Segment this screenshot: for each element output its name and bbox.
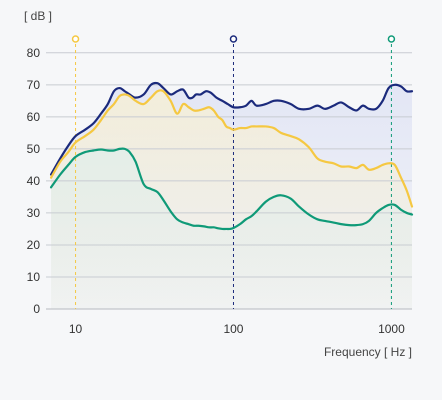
marker-handle-100[interactable] bbox=[229, 35, 238, 43]
series-lines bbox=[49, 81, 414, 231]
series-line-1 bbox=[49, 81, 414, 176]
y-tick-label-40: 40 bbox=[27, 174, 41, 188]
y-tick-label-0: 0 bbox=[33, 302, 40, 316]
y-axis-title: [ dB ] bbox=[24, 9, 52, 23]
marker-handle-1000[interactable] bbox=[387, 35, 396, 43]
y-tick-label-10: 10 bbox=[27, 270, 41, 284]
x-tick-label-1000: 1000 bbox=[378, 322, 405, 336]
y-tick-label-20: 20 bbox=[27, 238, 41, 252]
series-line-2 bbox=[49, 89, 414, 208]
y-tick-label-60: 60 bbox=[27, 110, 41, 124]
x-tick-label-10: 10 bbox=[69, 322, 83, 336]
y-tick-label-70: 70 bbox=[27, 78, 41, 92]
x-axis-title: Frequency [ Hz ] bbox=[324, 345, 412, 359]
y-tick-label-80: 80 bbox=[27, 46, 41, 60]
frequency-markers bbox=[71, 35, 396, 309]
y-tick-label-30: 30 bbox=[27, 206, 41, 220]
x-tick-label-100: 100 bbox=[223, 322, 243, 336]
gridlines bbox=[46, 52, 412, 310]
marker-handle-10[interactable] bbox=[71, 35, 80, 43]
series-line-3 bbox=[49, 147, 414, 231]
tick-labels: 0 10 20 30 40 50 60 70 80 10 100 1000 bbox=[27, 46, 405, 336]
y-tick-label-50: 50 bbox=[27, 142, 41, 156]
